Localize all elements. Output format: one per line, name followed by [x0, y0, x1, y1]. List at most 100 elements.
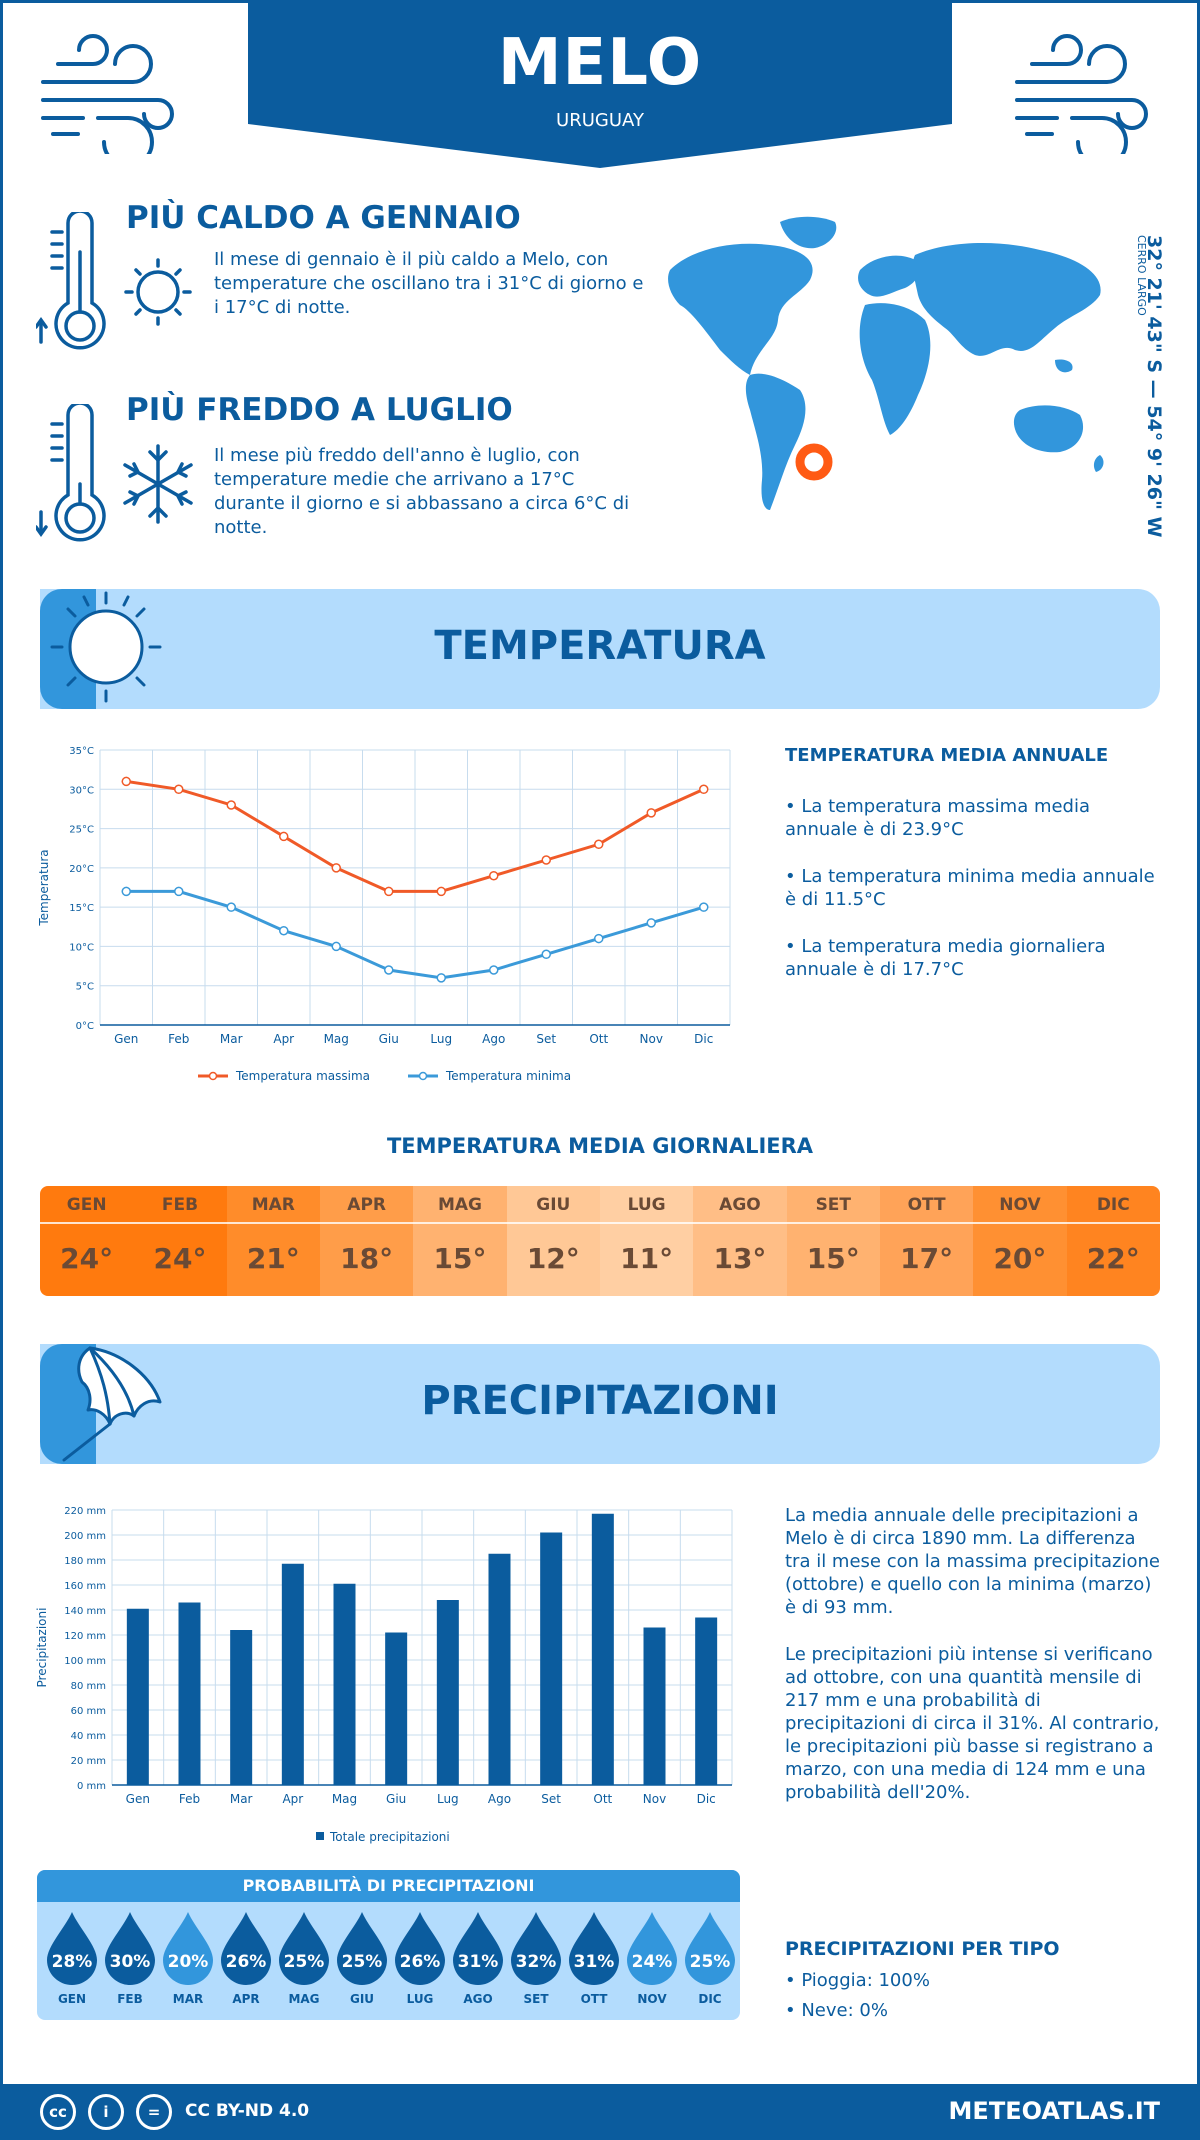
precipitation-title: PRECIPITAZIONI: [421, 1378, 779, 1424]
raindrop-icon: [627, 1912, 677, 1985]
precipitation-probability-title: PROBABILITÀ DI PRECIPITAZIONI: [37, 1870, 740, 1902]
daily-temperature-table: GEN 24° FEB 24° MAR 21° APR 18° MAG 15° GIU 12° LUG 1…: [40, 1186, 1160, 1296]
daily-cell: GEN 24°: [40, 1186, 134, 1296]
data-point: [699, 784, 709, 795]
footer: cc i = CC BY-ND 4.0 METEOATLAS.IT: [0, 2084, 1200, 2140]
y-tick-label: 30°C: [69, 785, 94, 796]
precipitation-bar: [591, 1513, 614, 1785]
warmest-title: PIÙ CALDO A GENNAIO: [126, 200, 521, 236]
probability-value: 26%: [399, 1952, 441, 1972]
daily-value: 24°: [153, 1242, 207, 1275]
legend-marker: [418, 1071, 428, 1081]
precipitation-bar: [333, 1583, 356, 1785]
raindrop-icon: [279, 1912, 329, 1985]
probability-month: AGO: [463, 1992, 493, 2006]
data-point: [489, 870, 499, 881]
x-tick-label: Set: [541, 1792, 561, 1806]
daily-month: APR: [319, 1186, 414, 1224]
daily-cell: LUG 11°: [599, 1186, 694, 1296]
probability-value: 25%: [689, 1952, 731, 1972]
coordinates: 32° 21' 43" S — 54° 9' 26" W: [1143, 235, 1165, 538]
data-point: [121, 776, 131, 787]
series-line: [126, 889, 705, 980]
world-map: [668, 216, 1104, 510]
precipitation-bar: [281, 1563, 304, 1785]
legend-marker: [208, 1071, 218, 1081]
precipitation-bar: [230, 1630, 253, 1785]
data-point: [541, 949, 551, 960]
daily-value: 21°: [246, 1242, 300, 1275]
probability-drop: 26% APR: [217, 1910, 275, 2006]
probability-value: 24%: [631, 1952, 673, 1972]
probability-drop: 25% DIC: [681, 1910, 739, 2006]
probability-month: OTT: [580, 1992, 608, 2006]
daily-temperature-title: TEMPERATURA MEDIA GIORNALIERA: [386, 1134, 814, 1158]
probability-month: GEN: [57, 1992, 87, 2006]
x-tick-label: Mar: [230, 1792, 253, 1806]
data-point: [646, 918, 656, 928]
annual-temperature-title: TEMPERATURA MEDIA ANNUALE: [785, 745, 1109, 766]
daily-month: GIU: [506, 1186, 600, 1224]
raindrop-icon: [685, 1912, 735, 1985]
daily-month: NOV: [973, 1186, 1067, 1224]
precipitation-bar: [126, 1608, 149, 1785]
series-line: [126, 779, 705, 893]
x-tick-label: Ago: [482, 1032, 505, 1046]
raindrop-icon: [511, 1912, 561, 1985]
data-point: [384, 965, 394, 975]
site-link[interactable]: METEOATLAS.IT: [948, 2097, 1160, 2125]
probability-value: 20%: [167, 1952, 209, 1972]
daily-cell: MAR 21°: [226, 1186, 320, 1296]
daily-value: 17°: [900, 1242, 954, 1275]
daily-cell: MAG 15°: [413, 1186, 507, 1296]
data-point: [384, 886, 394, 897]
daily-month: LUG: [599, 1186, 694, 1224]
daily-month: FEB: [133, 1186, 227, 1224]
daily-month: DIC: [1066, 1186, 1160, 1224]
daily-value: 24°: [60, 1242, 114, 1275]
probability-drop: 26% LUG: [391, 1910, 449, 2006]
raindrop-icon: [569, 1912, 619, 1985]
y-tick-label: 220 mm: [64, 1506, 106, 1517]
daily-value: 22°: [1086, 1242, 1140, 1275]
probability-month: LUG: [406, 1992, 434, 2006]
x-tick-label: Dic: [694, 1032, 713, 1046]
daily-value: 15°: [806, 1242, 860, 1275]
precipitation-types-title: PRECIPITAZIONI PER TIPO: [785, 1938, 1060, 1960]
x-tick-label: Feb: [168, 1032, 189, 1046]
probability-value: 31%: [457, 1952, 499, 1972]
probability-drop: 28% GEN: [43, 1910, 101, 2006]
probability-drop: 32% SET: [507, 1910, 565, 2006]
temperature-line-chart: 0°C 5°C 10°C 15°C 20°C 25°C 30°C 35°C Gen Feb Mar A…: [37, 746, 731, 1083]
precipitation-bar: [540, 1532, 563, 1785]
y-tick-label: 35°C: [69, 746, 94, 757]
x-tick-label: Apr: [273, 1032, 294, 1046]
data-point: [699, 902, 709, 912]
daily-month: MAR: [226, 1186, 320, 1224]
x-tick-label: Dic: [697, 1792, 716, 1806]
wind-icon: [1015, 34, 1148, 154]
data-point: [646, 808, 656, 818]
coldest-title: PIÙ FREDDO A LUGLIO: [126, 392, 513, 428]
probability-month: DIC: [698, 1992, 722, 2006]
y-axis-label: Precipitazioni: [35, 1608, 49, 1688]
daily-value: 12°: [526, 1242, 580, 1275]
raindrop-icon: [221, 1912, 271, 1985]
probability-month: SET: [523, 1992, 549, 2006]
probability-drop: 31% OTT: [565, 1910, 623, 2006]
precipitation-bar: [695, 1617, 718, 1785]
data-point: [541, 855, 551, 865]
coldest-text: Il mese più freddo dell'anno è luglio, c…: [214, 445, 630, 538]
precipitation-types-panel: PRECIPITAZIONI PER TIPO • Pioggia: 100% …: [785, 1934, 1060, 2026]
y-tick-label: 180 mm: [64, 1556, 106, 1567]
probability-drop: 25% MAG: [275, 1910, 333, 2006]
attribution-icon: i: [88, 2094, 124, 2130]
thermometer-hot-icon: [36, 212, 192, 350]
probability-month: APR: [232, 1992, 260, 2006]
daily-cell: OTT 17°: [879, 1186, 974, 1296]
x-tick-label: Ott: [589, 1032, 608, 1046]
data-point: [121, 886, 131, 897]
x-tick-label: Nov: [643, 1792, 666, 1806]
warmest-text: Il mese di gennaio è il più caldo a Melo…: [214, 249, 644, 318]
daily-month: OTT: [879, 1186, 974, 1224]
